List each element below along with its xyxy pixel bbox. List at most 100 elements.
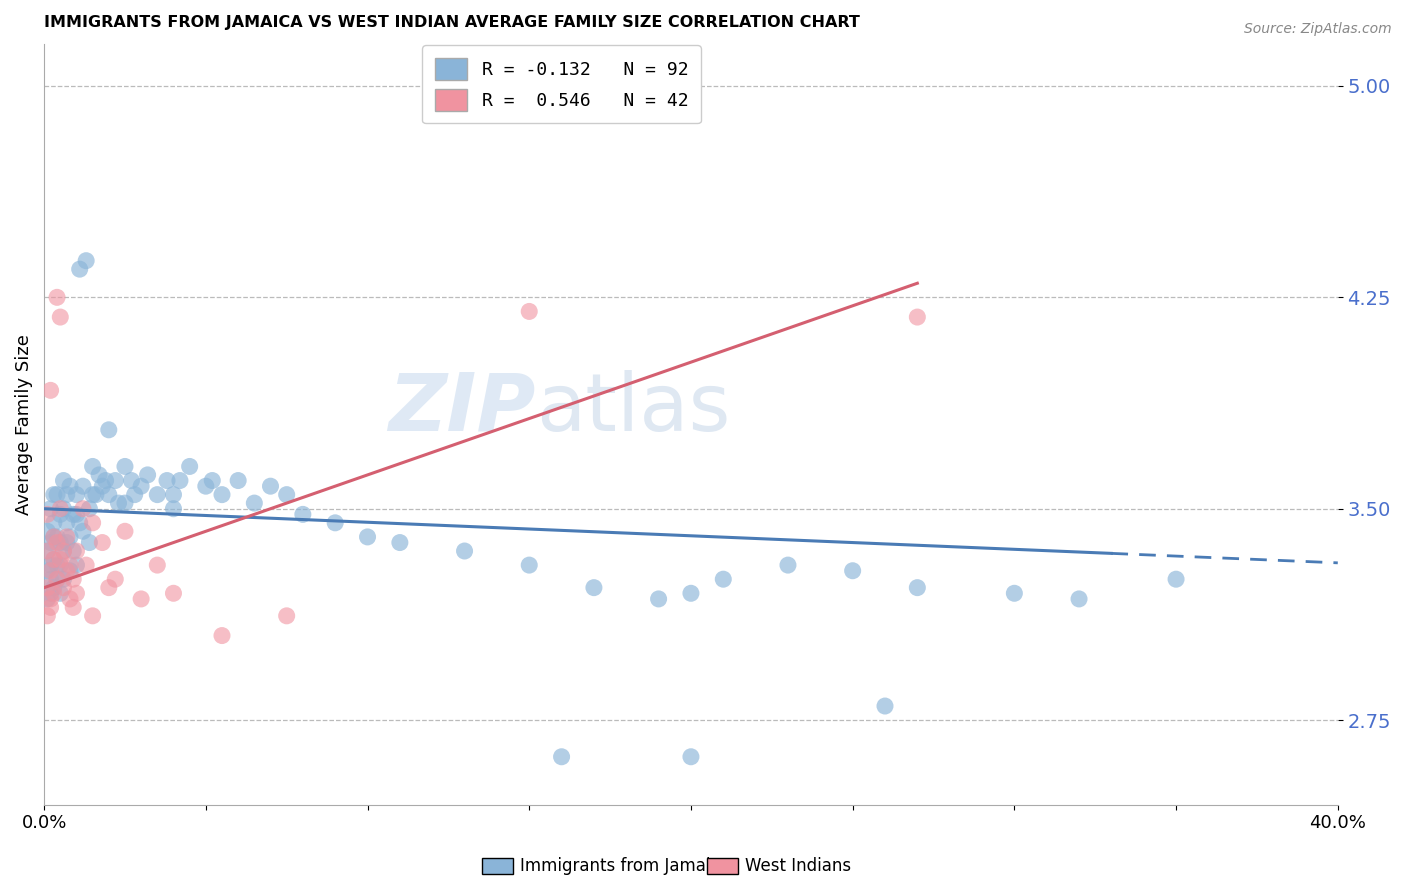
Point bbox=[39, 572, 62, 586]
Point bbox=[211, 488, 233, 502]
Point bbox=[49, 552, 72, 566]
Point bbox=[49, 501, 72, 516]
Point bbox=[679, 586, 702, 600]
Point bbox=[129, 479, 152, 493]
Point bbox=[259, 479, 281, 493]
Point bbox=[69, 262, 91, 277]
Point bbox=[46, 535, 69, 549]
Point bbox=[114, 496, 136, 510]
Point bbox=[169, 474, 191, 488]
Point bbox=[1067, 591, 1090, 606]
Point bbox=[62, 572, 84, 586]
Point bbox=[42, 530, 65, 544]
Point bbox=[91, 535, 114, 549]
Point bbox=[37, 581, 59, 595]
Point bbox=[49, 508, 72, 522]
Point bbox=[647, 591, 669, 606]
Point bbox=[679, 749, 702, 764]
Point bbox=[107, 496, 129, 510]
Point bbox=[39, 600, 62, 615]
Point bbox=[62, 508, 84, 522]
Point bbox=[146, 488, 169, 502]
Point bbox=[104, 474, 127, 488]
Point bbox=[46, 488, 69, 502]
Point bbox=[84, 488, 107, 502]
Point bbox=[39, 535, 62, 549]
Point bbox=[65, 508, 87, 522]
Point bbox=[39, 586, 62, 600]
Point bbox=[39, 591, 62, 606]
Text: ZIP: ZIP bbox=[388, 370, 536, 448]
Point bbox=[37, 508, 59, 522]
Point bbox=[49, 558, 72, 573]
Text: Immigrants from Jamaica: Immigrants from Jamaica bbox=[520, 857, 730, 875]
Point bbox=[72, 479, 94, 493]
Text: IMMIGRANTS FROM JAMAICA VS WEST INDIAN AVERAGE FAMILY SIZE CORRELATION CHART: IMMIGRANTS FROM JAMAICA VS WEST INDIAN A… bbox=[44, 15, 860, 30]
Point bbox=[52, 544, 75, 558]
Point bbox=[42, 516, 65, 530]
Point bbox=[42, 488, 65, 502]
Text: Source: ZipAtlas.com: Source: ZipAtlas.com bbox=[1244, 22, 1392, 37]
Point bbox=[1164, 572, 1187, 586]
Point bbox=[37, 591, 59, 606]
Point bbox=[291, 508, 314, 522]
Point bbox=[52, 544, 75, 558]
Point bbox=[146, 558, 169, 573]
Point bbox=[276, 608, 298, 623]
Legend: R = -0.132   N = 92, R =  0.546   N = 42: R = -0.132 N = 92, R = 0.546 N = 42 bbox=[422, 45, 702, 123]
Point bbox=[37, 524, 59, 539]
Point bbox=[46, 572, 69, 586]
Point bbox=[49, 535, 72, 549]
Point bbox=[37, 564, 59, 578]
Point bbox=[905, 581, 928, 595]
Point bbox=[82, 516, 104, 530]
Point bbox=[97, 581, 120, 595]
Point bbox=[79, 535, 101, 549]
Point bbox=[162, 586, 184, 600]
Point bbox=[49, 586, 72, 600]
Point bbox=[72, 501, 94, 516]
Point bbox=[841, 564, 863, 578]
Point bbox=[62, 600, 84, 615]
Point bbox=[82, 459, 104, 474]
Point bbox=[226, 474, 249, 488]
Point bbox=[55, 535, 77, 549]
Point bbox=[59, 591, 82, 606]
Point bbox=[52, 581, 75, 595]
Point bbox=[120, 474, 142, 488]
Point bbox=[42, 586, 65, 600]
Text: West Indians: West Indians bbox=[745, 857, 851, 875]
Point bbox=[162, 501, 184, 516]
Point bbox=[82, 608, 104, 623]
Point bbox=[75, 253, 97, 268]
Point bbox=[114, 524, 136, 539]
Point bbox=[276, 488, 298, 502]
Point bbox=[65, 544, 87, 558]
Point bbox=[517, 304, 540, 318]
Point bbox=[69, 516, 91, 530]
Y-axis label: Average Family Size: Average Family Size bbox=[15, 334, 32, 515]
Point bbox=[129, 591, 152, 606]
Point bbox=[46, 558, 69, 573]
Point bbox=[37, 544, 59, 558]
Point bbox=[52, 501, 75, 516]
Point bbox=[39, 384, 62, 398]
Point bbox=[59, 558, 82, 573]
Point bbox=[356, 530, 378, 544]
Point bbox=[59, 479, 82, 493]
Point bbox=[194, 479, 217, 493]
Point bbox=[94, 474, 117, 488]
Point bbox=[37, 544, 59, 558]
Point bbox=[97, 423, 120, 437]
Point bbox=[550, 749, 572, 764]
Point bbox=[37, 608, 59, 623]
Point bbox=[114, 459, 136, 474]
Point bbox=[388, 535, 411, 549]
Point bbox=[55, 516, 77, 530]
Point bbox=[42, 552, 65, 566]
Point bbox=[323, 516, 346, 530]
Point bbox=[39, 564, 62, 578]
Point bbox=[82, 488, 104, 502]
Point bbox=[59, 530, 82, 544]
Point bbox=[776, 558, 799, 573]
